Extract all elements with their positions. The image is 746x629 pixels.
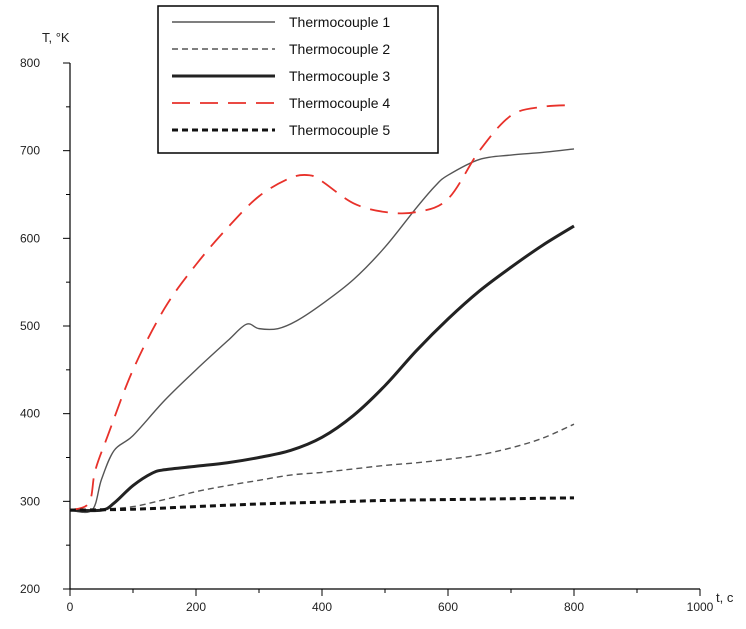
legend-label-thermocouple-2: Thermocouple 2 xyxy=(289,41,390,57)
series-line-thermocouple-3 xyxy=(69,224,575,513)
x-tick-label: 1000 xyxy=(687,600,714,614)
y-axis-title: T, °K xyxy=(42,30,70,45)
ticks: 200 300 400 500 600 700 800 0 200 400 600 800 1000 xyxy=(20,56,714,614)
y-tick-label: 300 xyxy=(20,494,40,508)
x-tick-label: 0 xyxy=(67,600,74,614)
y-tick-label: 700 xyxy=(20,144,40,158)
series-line-thermocouple-5 xyxy=(69,496,575,512)
y-tick-label: 800 xyxy=(20,56,40,70)
x-tick-label: 600 xyxy=(438,600,458,614)
y-tick-label: 600 xyxy=(20,231,40,245)
y-tick-label: 400 xyxy=(20,407,40,421)
series-line-thermocouple-1 xyxy=(69,148,575,514)
legend: Thermocouple 1 Thermocouple 2 Thermocouple… xyxy=(157,5,439,154)
x-tick-label: 400 xyxy=(312,600,332,614)
x-tick-label: 800 xyxy=(564,600,584,614)
series-layer xyxy=(69,104,575,514)
legend-label-thermocouple-4: Thermocouple 4 xyxy=(289,95,390,111)
legend-label-thermocouple-5: Thermocouple 5 xyxy=(289,122,390,138)
legend-label-thermocouple-3: Thermocouple 3 xyxy=(289,68,390,84)
x-tick-label: 200 xyxy=(186,600,206,614)
legend-label-thermocouple-1: Thermocouple 1 xyxy=(289,14,390,30)
y-tick-label: 200 xyxy=(20,582,40,596)
y-tick-label: 500 xyxy=(20,319,40,333)
series-line-thermocouple-4 xyxy=(69,104,575,511)
x-axis-title: t, c xyxy=(716,590,734,605)
series-line-thermocouple-2 xyxy=(69,423,575,511)
